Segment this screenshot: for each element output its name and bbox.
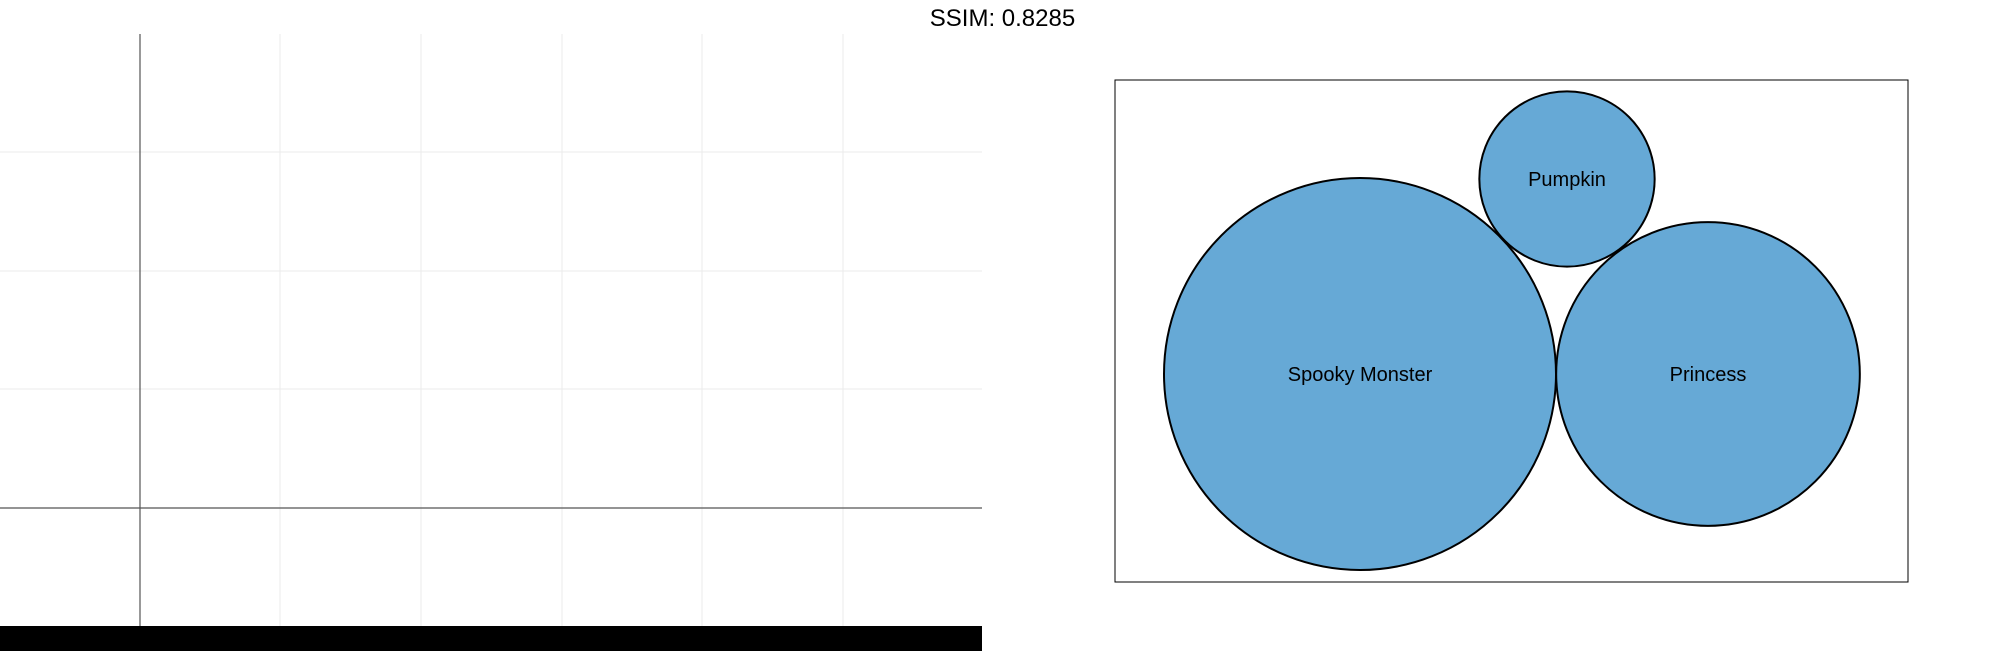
plot-grid: [0, 34, 982, 626]
bottom-band: [0, 626, 982, 651]
bubble-group: Spooky Monster Pumpkin Princess: [1163, 90, 1861, 571]
figure-title: SSIM: 0.8285: [929, 5, 1076, 32]
empty-plot-panel: [0, 34, 982, 651]
bubble-label-pumpkin: Pumpkin: [1528, 169, 1606, 191]
bubble-chart-frame: [1114, 79, 1909, 583]
bubble-chart-panel: Spooky Monster Pumpkin Princess: [1114, 79, 1909, 583]
bubble-pumpkin: [1478, 90, 1656, 268]
bubble-label-spooky-monster: Spooky Monster: [1288, 364, 1433, 386]
bubble-label-princess: Princess: [1670, 364, 1747, 386]
bubble-princess: [1555, 221, 1861, 527]
